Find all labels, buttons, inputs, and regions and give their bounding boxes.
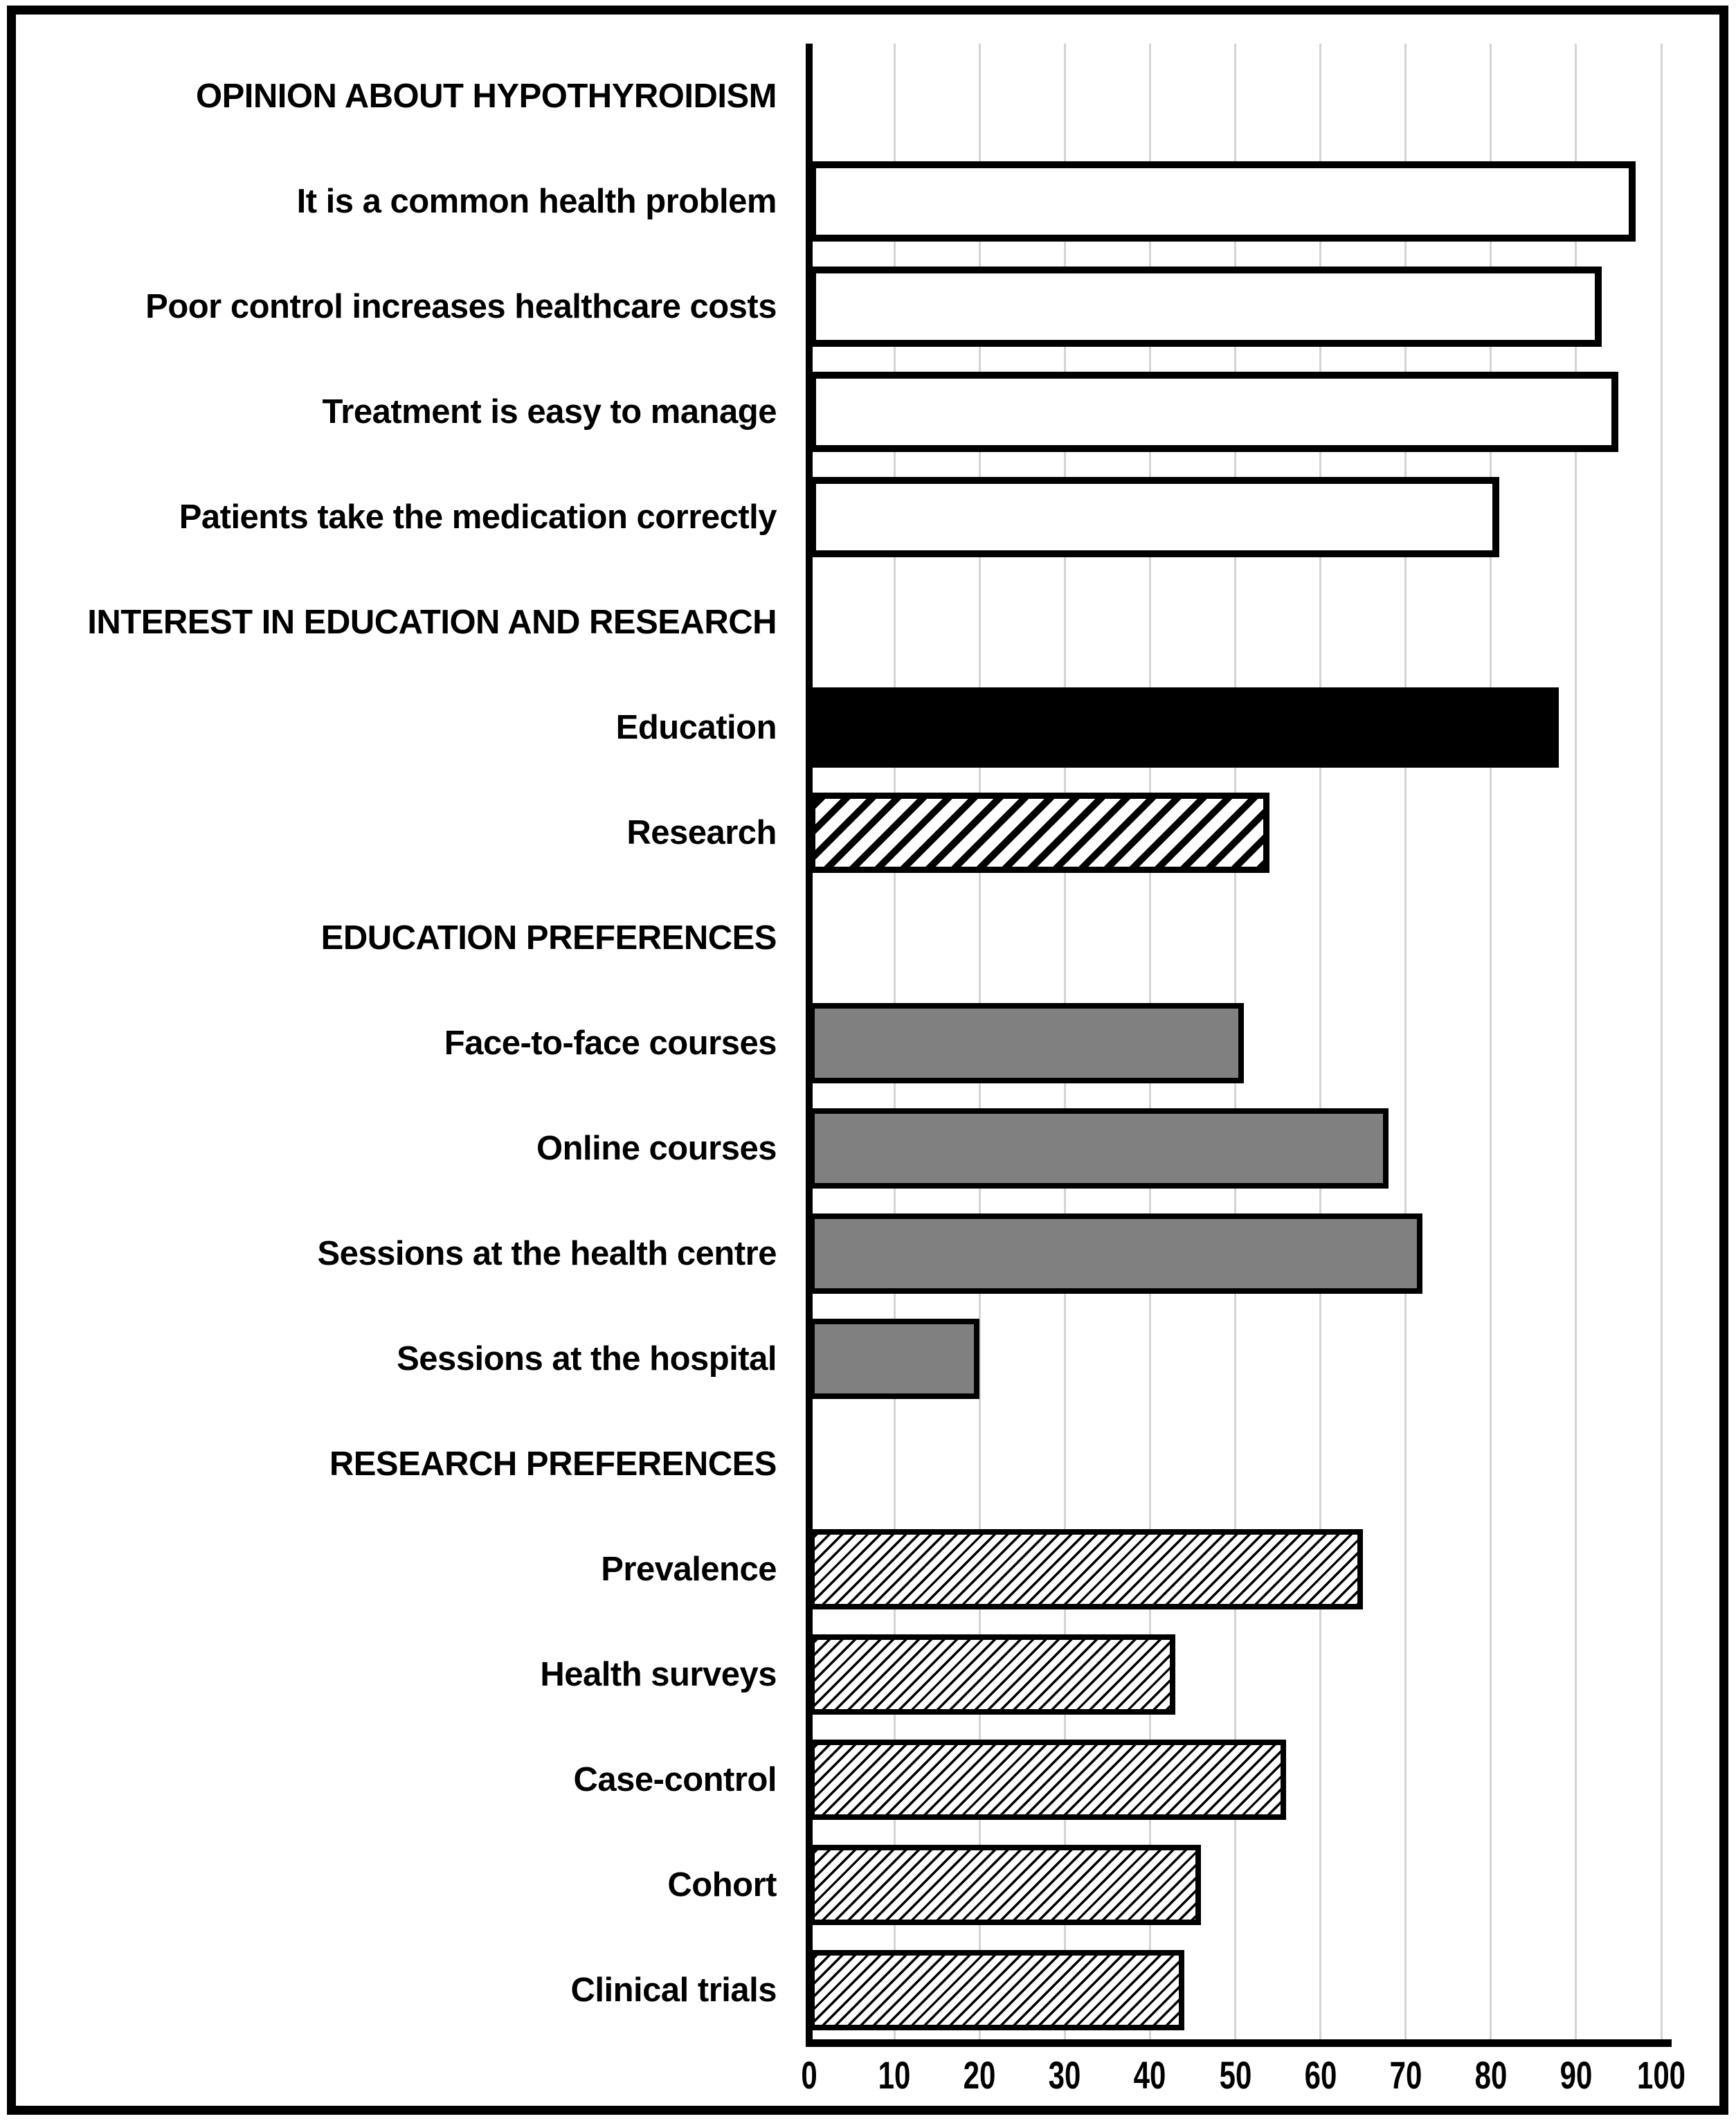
gridline-60 [1319, 44, 1322, 2040]
category-label-poor-control-increases-healthcare-costs: Poor control increases healthcare costs [145, 288, 777, 325]
category-label-it-is-a-common-health-problem: It is a common health problem [296, 183, 777, 220]
section-header-interest-in-education-and-research: INTEREST IN EDUCATION AND RESEARCH [87, 604, 777, 641]
category-label-face-to-face-courses: Face-to-face courses [444, 1025, 777, 1062]
bar-sessions-at-the-hospital [809, 1319, 980, 1399]
category-label-prevalence: Prevalence [601, 1551, 777, 1588]
gridline-80 [1490, 44, 1492, 2040]
bar-poor-control-increases-healthcare-costs [809, 267, 1602, 347]
bar-research [809, 793, 1269, 873]
bar-treatment-is-easy-to-manage [809, 372, 1619, 452]
x-tick-label-40: 40 [1134, 2053, 1166, 2097]
gridline-70 [1404, 44, 1407, 2040]
category-label-patients-take-the-medication-correctly: Patients take the medication correctly [179, 498, 777, 536]
section-header-education-preferences: EDUCATION PREFERENCES [320, 919, 777, 957]
bar-case-control [809, 1740, 1287, 1820]
x-tick-label-70: 70 [1389, 2053, 1422, 2097]
gridline-90 [1575, 44, 1577, 2040]
bar-health-surveys [809, 1634, 1176, 1715]
category-label-treatment-is-easy-to-manage: Treatment is easy to manage [322, 393, 777, 431]
bar-cohort [809, 1845, 1202, 1925]
x-tick-label-10: 10 [878, 2053, 911, 2097]
x-tick-label-0: 0 [801, 2053, 817, 2097]
bar-clinical-trials [809, 1950, 1184, 2030]
category-label-education: Education [615, 709, 777, 746]
category-label-health-surveys: Health surveys [540, 1656, 777, 1693]
x-tick-label-90: 90 [1559, 2053, 1593, 2097]
category-label-clinical-trials: Clinical trials [570, 1971, 777, 2009]
x-tick-label-60: 60 [1304, 2053, 1337, 2097]
section-header-research-preferences: RESEARCH PREFERENCES [329, 1445, 777, 1483]
category-label-online-courses: Online courses [536, 1130, 777, 1167]
x-tick-label-100: 100 [1636, 2053, 1686, 2097]
category-label-sessions-at-the-hospital: Sessions at the hospital [397, 1340, 777, 1378]
category-label-sessions-at-the-health-centre: Sessions at the health centre [317, 1235, 777, 1272]
category-label-cohort: Cohort [667, 1866, 777, 1904]
gridline-100 [1660, 44, 1663, 2040]
y-axis-line [806, 44, 813, 2046]
section-header-opinion-about-hypothyroidism: OPINION ABOUT HYPOTHYROIDISM [195, 78, 777, 115]
x-tick-label-80: 80 [1474, 2053, 1508, 2097]
x-tick-label-30: 30 [1048, 2053, 1081, 2097]
bar-sessions-at-the-health-centre [809, 1213, 1423, 1294]
bar-patients-take-the-medication-correctly [809, 477, 1500, 557]
bar-education [809, 687, 1559, 768]
x-tick-label-20: 20 [963, 2053, 996, 2097]
bar-prevalence [809, 1529, 1364, 1609]
bar-online-courses [809, 1108, 1389, 1189]
category-label-research: Research [626, 814, 777, 851]
x-axis-line [806, 2039, 1672, 2047]
category-label-case-control: Case-control [573, 1761, 777, 1798]
x-tick-label-50: 50 [1219, 2053, 1251, 2097]
bar-it-is-a-common-health-problem [809, 161, 1636, 242]
bar-face-to-face-courses [809, 1003, 1244, 1083]
